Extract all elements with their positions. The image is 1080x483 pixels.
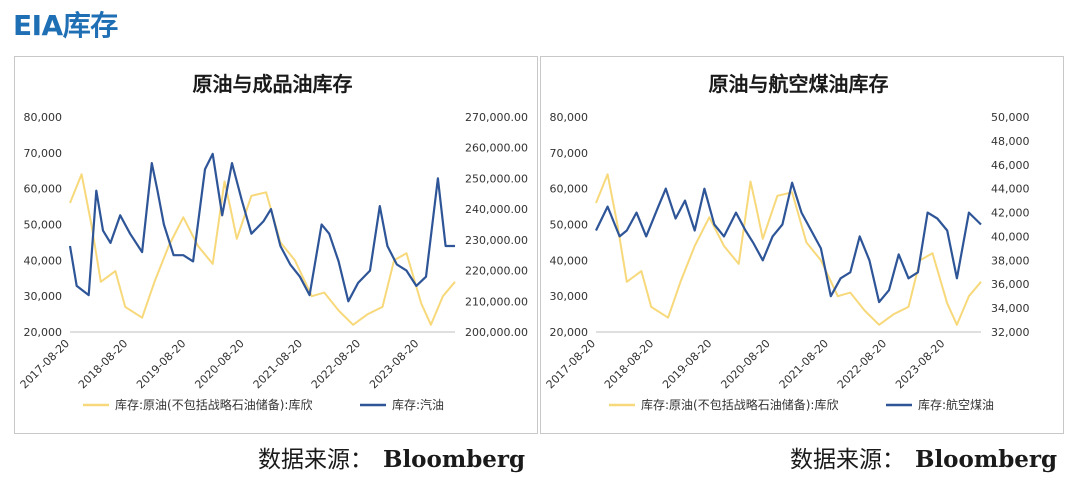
- y-left-tick-label: 80,000: [550, 111, 589, 124]
- y-right-tick-label: 250,000.00: [465, 172, 528, 185]
- legend-label: 库存:原油(不包括战略石油储备):库欣: [641, 397, 838, 412]
- y-left-tick-label: 20,000: [24, 326, 63, 339]
- legend-label: 库存:汽油: [392, 397, 444, 412]
- y-left-tick-label: 60,000: [24, 183, 63, 196]
- y-right-tick-label: 260,000.00: [465, 142, 528, 155]
- x-tick-label: 2019-08-20: [134, 337, 188, 391]
- series-line-1: [68, 152, 455, 303]
- source-name: Bloomberg: [383, 446, 526, 473]
- x-tick-label: 2022-08-20: [835, 337, 889, 391]
- y-right-tick-label: 200,000.00: [465, 326, 528, 339]
- y-left-tick-label: 40,000: [550, 254, 589, 267]
- y-left-tick-label: 50,000: [24, 219, 63, 232]
- y-right-tick-label: 44,000: [991, 183, 1030, 196]
- x-tick-label: 2019-08-20: [660, 337, 714, 391]
- y-right-tick-label: 32,000: [991, 326, 1030, 339]
- chart-title: 原油与成品油库存: [193, 72, 353, 96]
- source-label: 数据来源：: [258, 447, 373, 473]
- y-right-tick-label: 48,000: [991, 135, 1030, 148]
- source-name: Bloomberg: [915, 446, 1058, 473]
- x-tick-label: 2017-08-20: [18, 337, 72, 391]
- y-right-tick-label: 34,000: [991, 302, 1030, 315]
- y-left-tick-label: 60,000: [550, 183, 589, 196]
- legend-label: 库存:原油(不包括战略石油储备):库欣: [115, 397, 312, 412]
- legend-label: 库存:航空煤油: [918, 397, 994, 412]
- y-right-tick-label: 42,000: [991, 207, 1030, 220]
- chart-crude-jetfuel: 原油与航空煤油库存 20,000 30,000 40,000 50,000 60,000 7…: [544, 72, 1030, 412]
- y-left-tick-label: 30,000: [550, 290, 589, 303]
- y-left-tick-label: 80,000: [24, 111, 63, 124]
- x-tick-label: 2017-08-20: [544, 337, 598, 391]
- y-left-tick-label: 70,000: [24, 147, 63, 160]
- x-tick-label: 2021-08-20: [777, 337, 831, 391]
- chart-panel-crude-gasoline: 原油与成品油库存 20,000 30,000 40,000 50,000 60,000 70…: [14, 56, 538, 434]
- y-right-tick-label: 240,000.00: [465, 203, 528, 216]
- y-right-tick-label: 38,000: [991, 254, 1030, 267]
- y-left-tick-label: 70,000: [550, 147, 589, 160]
- y-right-tick-label: 210,000.00: [465, 295, 528, 308]
- series-line-1: [595, 181, 982, 304]
- y-right-tick-label: 230,000.00: [465, 234, 528, 247]
- source-note-left: 数据来源： Bloomberg: [258, 440, 525, 474]
- x-tick-label: 2023-08-20: [367, 337, 421, 391]
- x-tick-label: 2022-08-20: [309, 337, 363, 391]
- x-tick-label: 2021-08-20: [251, 337, 305, 391]
- y-right-tick-label: 40,000: [991, 230, 1030, 243]
- y-left-tick-label: 40,000: [24, 254, 63, 267]
- source-note-right: 数据来源： Bloomberg: [790, 440, 1057, 474]
- x-tick-label: 2023-08-20: [893, 337, 947, 391]
- x-tick-label: 2018-08-20: [602, 337, 656, 391]
- source-label: 数据来源：: [790, 447, 905, 473]
- page-title: EIA库存: [13, 9, 118, 42]
- x-tick-label: 2020-08-20: [192, 337, 246, 391]
- series-line-0: [69, 173, 456, 326]
- y-left-tick-label: 50,000: [550, 219, 589, 232]
- y-right-tick-label: 220,000.00: [465, 265, 528, 278]
- x-tick-label: 2018-08-20: [76, 337, 130, 391]
- y-right-tick-label: 36,000: [991, 278, 1030, 291]
- chart-crude-gasoline: 原油与成品油库存 20,000 30,000 40,000 50,000 60,000 70…: [18, 72, 528, 412]
- y-left-tick-label: 30,000: [24, 290, 63, 303]
- chart-panel-crude-jetfuel: 原油与航空煤油库存 20,000 30,000 40,000 50,000 60,000 7…: [540, 56, 1064, 434]
- y-right-tick-label: 50,000: [991, 111, 1030, 124]
- y-left-tick-label: 20,000: [550, 326, 589, 339]
- y-right-tick-label: 46,000: [991, 159, 1030, 172]
- x-tick-label: 2020-08-20: [718, 337, 772, 391]
- y-right-tick-label: 270,000.00: [465, 111, 528, 124]
- chart-title: 原油与航空煤油库存: [709, 72, 889, 96]
